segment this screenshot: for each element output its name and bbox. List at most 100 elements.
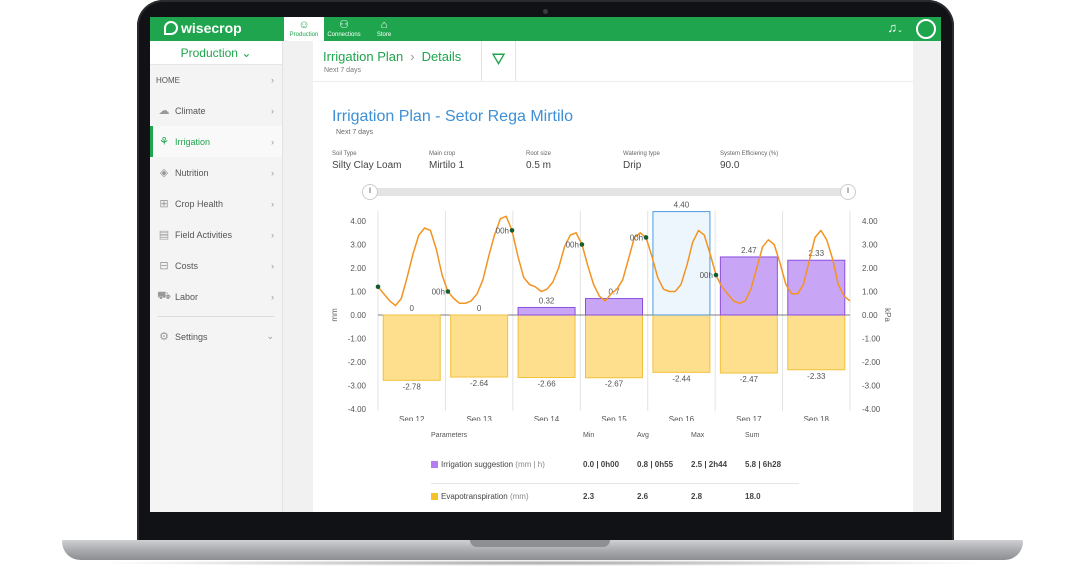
y-tick-label: 1.00 (350, 288, 366, 297)
irrigation-bar (585, 298, 643, 316)
filter-button[interactable]: ⛛ (481, 41, 516, 81)
field-label: System Efficiency (%) (720, 151, 779, 157)
sidebar-item-label: Field Activities (175, 229, 233, 240)
midnight-marker (445, 289, 451, 294)
plan-fields: Soil Type Silty Clay Loam Main crop Mirt… (332, 151, 817, 171)
y-tick-label: -3.00 (348, 382, 367, 391)
nav-store[interactable]: ⌂ Store (364, 17, 404, 41)
sidebar-divider (158, 316, 274, 317)
sidebar-item-irrigation[interactable]: ⚘ Irrigation › (150, 126, 282, 157)
chevron-right-icon: › (271, 105, 274, 116)
midnight-marker (375, 284, 381, 290)
y-tick-label: 2.00 (350, 264, 366, 273)
chevron-right-icon: › (271, 198, 274, 209)
bell-icon[interactable]: ♫⌄ (887, 20, 903, 35)
y2-tick-label: -1.00 (862, 335, 881, 344)
sidebar-item-home[interactable]: HOME › (150, 65, 282, 95)
nav-production[interactable]: ☺ Production (284, 17, 324, 41)
param-unit: (mm) (509, 491, 529, 501)
param-avg: 2.6 (637, 491, 649, 501)
evapotranspiration-bar (652, 314, 711, 373)
y-tick-label: -2.00 (348, 358, 367, 367)
time-label: 00h (566, 241, 579, 250)
x-tick-label: Sep 12 (399, 415, 425, 421)
sidebar-item-crop-health[interactable]: ⊞ Crop Health › (150, 188, 282, 219)
sidebar-item-costs[interactable]: ⊟ Costs › (150, 250, 282, 281)
evapotranspiration-bar (450, 314, 509, 378)
nav-production-label: Production (289, 32, 319, 38)
evapotranspiration-bar (585, 314, 643, 379)
fertilizer-icon: ◈ (159, 167, 169, 179)
plan-title: Irrigation Plan - Setor Rega Mirtilo (332, 108, 573, 125)
x-tick-label: Sep 17 (736, 415, 762, 421)
evapotranspiration-bar (382, 314, 441, 381)
legend-swatch-evapotranspiration (431, 492, 438, 500)
wisecrop-logo[interactable]: wisecrop (164, 20, 242, 36)
irrigation-bar (517, 306, 576, 316)
y2-tick-label: -2.00 (862, 358, 881, 367)
y2-tick-label: 3.00 (862, 241, 878, 250)
range-slider[interactable]: ǁ ǁ (362, 184, 856, 200)
table-header: Parameters Min Avg Max Sum (431, 424, 799, 446)
sidebar-item-settings[interactable]: ⚙ Settings ⌄ (150, 321, 282, 352)
midnight-marker (579, 242, 585, 247)
cloud-icon: ☁ (158, 105, 170, 117)
evapotranspiration-label: -2.66 (537, 380, 556, 389)
sidebar-item-field-activities[interactable]: ▤ Field Activities › (150, 219, 282, 250)
range-handle-left[interactable]: ǁ (362, 184, 378, 200)
evapotranspiration-label: -2.67 (605, 380, 624, 389)
evapotranspiration-label: -2.33 (807, 372, 826, 381)
evapotranspiration-label: -2.44 (672, 374, 691, 383)
top-nav: ☺ Production ⚇ Connections ⌂ Store (284, 17, 404, 41)
production-dropdown[interactable]: Production ⌄ (150, 41, 282, 65)
param-sum: 5.8 | 6h28 (745, 460, 782, 469)
irrigation-label: 2.33 (808, 249, 824, 258)
sidebar-item-climate[interactable]: ☁ Climate › (150, 95, 282, 126)
y2-tick-label: -3.00 (862, 382, 881, 391)
avatar[interactable] (916, 19, 936, 39)
header-parameters: Parameters (431, 431, 468, 439)
breadcrumb-irrigation-plan[interactable]: Irrigation Plan (323, 49, 404, 64)
field-root-size: Root size 0.5 m (526, 151, 623, 171)
sidebar-item-label: Crop Health (175, 198, 224, 209)
person-icon: ☺ (298, 19, 310, 31)
y-tick-label: -1.00 (348, 335, 367, 344)
table-row: Evapotranspiration (mm) 2.3 2.6 2.8 18.0 (431, 484, 799, 508)
x-tick-label: Sep 18 (804, 415, 830, 421)
header-max: Max (691, 431, 705, 439)
nav-connections[interactable]: ⚇ Connections (324, 17, 364, 41)
param-name: Irrigation suggestion (mm | h) (431, 460, 583, 469)
y2-tick-label: 0.00 (862, 311, 878, 320)
legend-swatch-irrigation (431, 461, 438, 468)
sidebar-item-nutrition[interactable]: ◈ Nutrition › (150, 157, 282, 188)
irrigation-label: 4.40 (674, 201, 690, 210)
chevron-right-icon: › (271, 229, 274, 240)
irrigation-label: 0 (477, 304, 482, 313)
y-tick-label: 4.00 (350, 217, 366, 226)
irrigation-bar (719, 256, 778, 316)
param-avg: 0.8 | 0h55 (637, 460, 674, 469)
param-min: 0.0 | 0h00 (583, 460, 620, 469)
breadcrumb-details[interactable]: Details (421, 49, 462, 64)
header-min: Min (583, 431, 595, 439)
nav-connections-label: Connections (327, 32, 361, 38)
irrigation-bar (652, 211, 711, 316)
field-label: Root size (526, 151, 552, 157)
midnight-marker (509, 228, 515, 233)
evapotranspiration-label: -2.47 (740, 375, 759, 384)
field-soil-type: Soil Type Silty Clay Loam (332, 151, 429, 171)
sidebar-item-labor[interactable]: ⛟ Labor › (150, 281, 282, 312)
chevron-right-icon: › (410, 49, 415, 64)
leaf-logo-icon (164, 21, 178, 35)
param-max: 2.8 (691, 491, 703, 501)
time-label: 00h (630, 233, 643, 242)
range-handle-right[interactable]: ǁ (840, 184, 856, 200)
chevron-right-icon: › (271, 291, 274, 302)
field-label: Main crop (429, 151, 456, 157)
plus-box-icon: ⊞ (159, 198, 169, 210)
top-bar: wisecrop ☺ Production ⚇ Connections ⌂ St… (150, 17, 941, 41)
header-sum: Sum (745, 431, 760, 439)
y-tick-label: 3.00 (350, 241, 366, 250)
laptop-shadow (90, 560, 995, 566)
evapotranspiration-bar (787, 314, 846, 371)
